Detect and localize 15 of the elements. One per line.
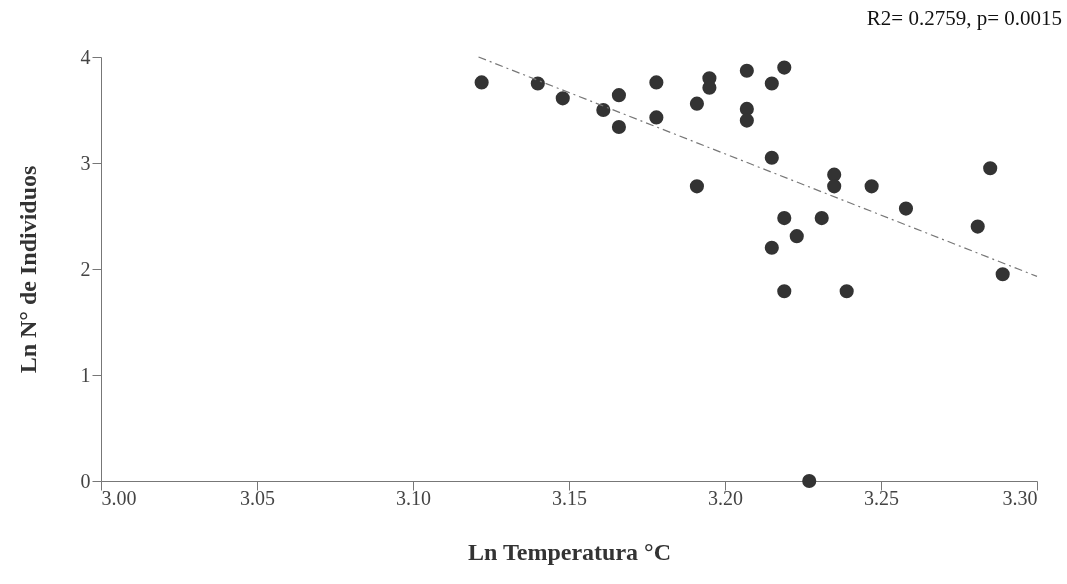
x-tick-label: 3.25 — [864, 486, 899, 509]
y-tick-label: 3 — [80, 151, 91, 174]
x-tick-label: 3.15 — [552, 486, 587, 509]
text: R2= 0.2759, p= 0.0015 — [866, 6, 1062, 30]
y-tick-label: 2 — [80, 257, 91, 280]
x-tick-label: 3.10 — [396, 486, 431, 509]
x-tick-label: 3.05 — [240, 486, 275, 509]
y-axis-title: Ln N° de Individuos — [14, 165, 41, 374]
y-tick-label: 4 — [80, 45, 91, 68]
y-tick-label: 1 — [80, 363, 91, 386]
y-tick-label: 0 — [80, 469, 91, 492]
x-tick-label: 3.20 — [708, 486, 743, 509]
x-axis-title: Ln Temperatura °C — [468, 538, 671, 565]
x-tick-label: 3.30 — [1002, 486, 1038, 509]
x-tick-label: 3.00 — [101, 486, 137, 509]
